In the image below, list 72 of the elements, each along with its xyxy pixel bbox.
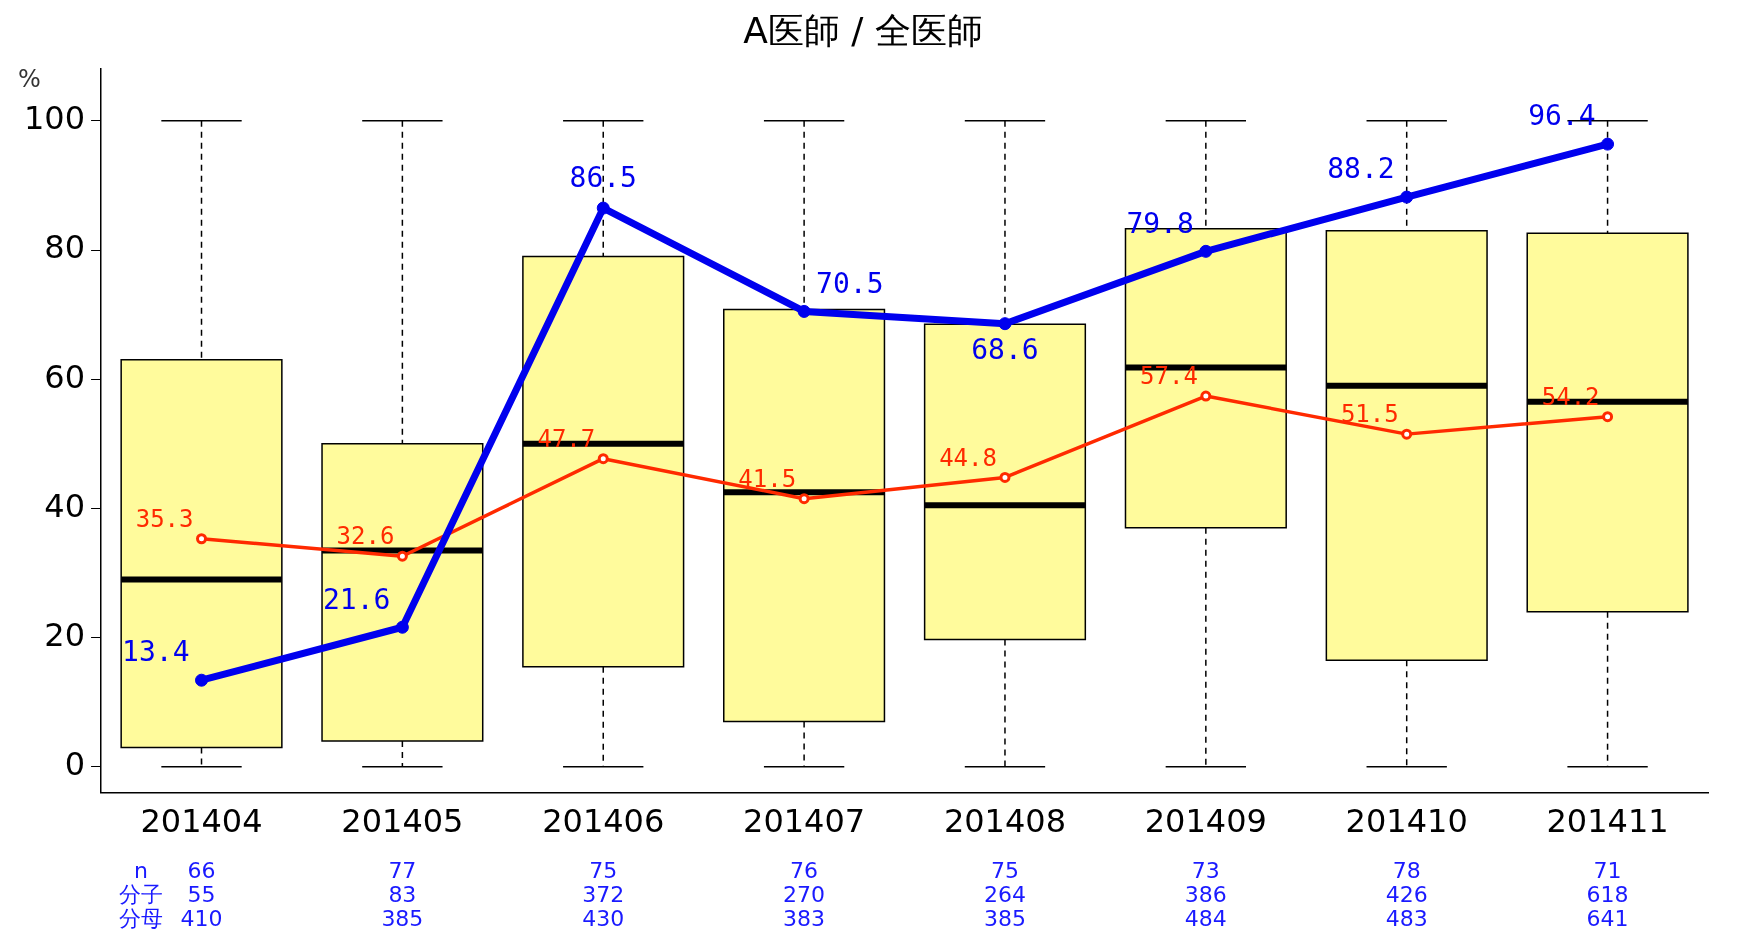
x-tick-label: 201411 <box>1546 802 1669 841</box>
text: 分母 <box>119 905 164 931</box>
data-label: 88.2 <box>1327 152 1395 186</box>
x-tick-label: 201404 <box>140 802 263 841</box>
point <box>1602 411 1614 423</box>
point <box>1400 190 1414 204</box>
text: 264 <box>983 881 1026 907</box>
text: 386 <box>1184 881 1227 907</box>
data-label: 41.5 <box>738 464 797 493</box>
text: 77 <box>388 857 417 883</box>
text: 75 <box>589 857 618 883</box>
text: 270 <box>783 881 826 907</box>
text: 385 <box>381 905 424 931</box>
y-axis-title: % <box>18 65 41 94</box>
point <box>396 550 408 562</box>
text: 71 <box>1593 857 1622 883</box>
text: 484 <box>1184 905 1227 931</box>
data-label: 21.6 <box>322 582 391 616</box>
point <box>1199 244 1213 258</box>
data-label: 96.4 <box>1528 99 1596 133</box>
chart-title: A医師 / 全医師 <box>743 9 983 51</box>
text: 66 <box>187 857 216 883</box>
text: 483 <box>1385 905 1428 931</box>
x-tick-label: 201410 <box>1345 802 1468 841</box>
x-tick-label: 201407 <box>743 802 866 841</box>
point <box>1401 428 1413 440</box>
data-label: 70.5 <box>816 266 884 300</box>
y-tick-label: 100 <box>24 99 86 138</box>
y-tick-label: 20 <box>44 615 86 654</box>
text: 76 <box>790 857 819 883</box>
text: 83 <box>388 881 417 907</box>
point <box>395 620 409 634</box>
data-label: 44.8 <box>939 443 997 472</box>
y-tick-label: 60 <box>44 357 86 396</box>
text: 78 <box>1392 857 1421 883</box>
point <box>195 673 209 687</box>
point <box>596 201 610 215</box>
point <box>798 493 810 505</box>
data-label: 13.4 <box>122 635 190 669</box>
point <box>797 304 811 318</box>
text: 426 <box>1385 881 1428 907</box>
text: 分子 <box>119 881 164 907</box>
text: 55 <box>187 881 216 907</box>
text: n <box>134 857 149 883</box>
text: 430 <box>582 905 625 931</box>
text: 75 <box>990 857 1019 883</box>
text: 372 <box>582 881 625 907</box>
text: 641 <box>1586 905 1629 931</box>
point <box>1200 390 1212 402</box>
text: 73 <box>1191 857 1220 883</box>
y-tick-label: 0 <box>64 745 86 784</box>
x-tick-label: 201406 <box>542 802 665 841</box>
point <box>998 317 1012 331</box>
data-label: 35.3 <box>135 505 194 533</box>
x-tick-label: 201409 <box>1144 802 1267 841</box>
data-label: 68.6 <box>971 332 1039 366</box>
text: 618 <box>1586 881 1629 907</box>
data-label: 51.5 <box>1340 400 1399 429</box>
x-tick-label: 201408 <box>943 802 1067 841</box>
y-tick-label: 40 <box>44 486 86 525</box>
text: 385 <box>983 905 1026 931</box>
text: 383 <box>783 905 826 931</box>
data-label: 86.5 <box>569 161 637 195</box>
x-tick-label: 201405 <box>341 802 464 841</box>
point <box>999 471 1011 483</box>
y-tick-label: 80 <box>44 228 86 267</box>
point <box>1601 137 1615 151</box>
data-label: 32.6 <box>336 522 395 551</box>
data-label: 57.4 <box>1140 362 1198 391</box>
point <box>597 453 609 465</box>
text: 410 <box>180 905 223 931</box>
point <box>196 533 208 545</box>
